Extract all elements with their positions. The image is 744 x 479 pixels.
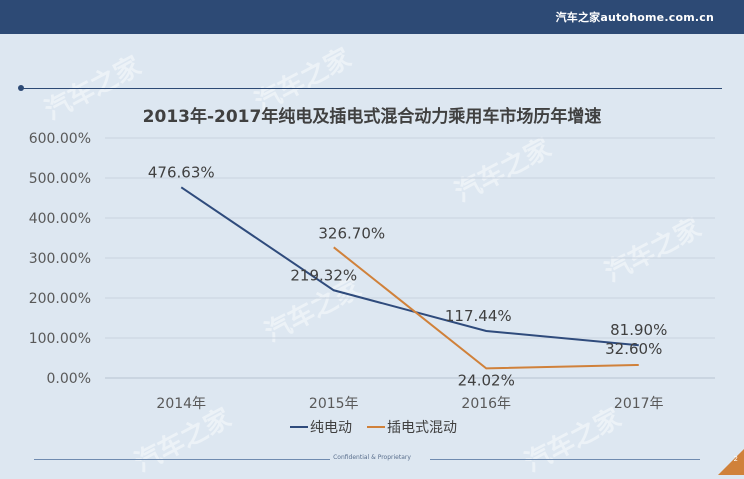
x-tick-label: 2016年 (461, 396, 511, 412)
title-rule (22, 88, 722, 89)
data-label: 476.63% (148, 163, 215, 181)
series-line-2 (333, 246, 639, 370)
brand-logo-text: 汽车之家autohome.com.cn (555, 11, 714, 24)
data-label: 326.70% (318, 224, 385, 242)
data-label: 81.90% (610, 321, 667, 339)
footer-confidential: Confidential & Proprietary (333, 454, 411, 461)
x-tick-label: 2017年 (614, 396, 664, 412)
series-line-1 (180, 186, 639, 347)
legend-label: 纯电动 (310, 420, 352, 436)
data-label: 117.44% (445, 307, 512, 325)
legend-label: 插电式混动 (387, 420, 457, 436)
y-tick-label: 100.00% (29, 331, 91, 347)
footer-rule (430, 459, 700, 460)
header-bar: 汽车之家autohome.com.cn (0, 0, 744, 34)
x-tick-label: 2015年 (309, 396, 359, 412)
x-tick-label: 2014年 (156, 396, 206, 412)
page-number-badge (718, 449, 744, 475)
title-rule-dot (18, 85, 24, 91)
data-label: 219.32% (290, 266, 357, 284)
y-tick-label: 400.00% (29, 211, 91, 227)
page-number: 2 (733, 455, 738, 463)
y-tick-label: 600.00% (29, 131, 91, 147)
y-tick-label: 200.00% (29, 291, 91, 307)
y-tick-label: 0.00% (47, 371, 91, 387)
data-label: 32.60% (605, 340, 662, 358)
footer-rule (34, 459, 330, 460)
y-tick-label: 500.00% (29, 171, 91, 187)
y-tick-label: 300.00% (29, 251, 91, 267)
chart-title: 2013年-2017年纯电及插电式混合动力乘用车市场历年增速 (142, 107, 602, 127)
data-label: 24.02% (458, 371, 515, 389)
